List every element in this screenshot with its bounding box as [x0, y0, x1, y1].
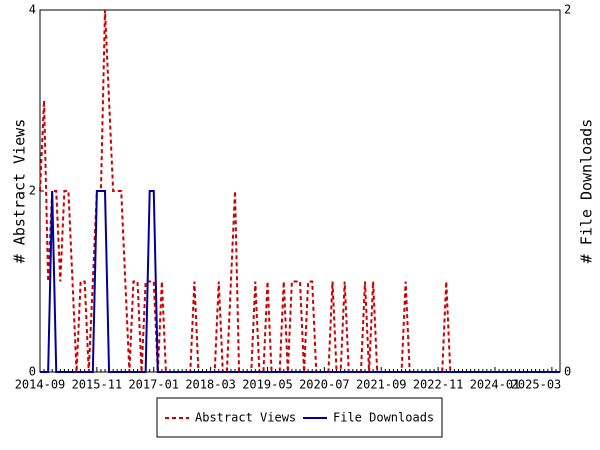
- x-tick-label: 2015-11: [72, 378, 123, 392]
- legend-box: [156, 397, 443, 438]
- x-tick-label: 2020-07: [299, 378, 350, 392]
- x-tick-label: 2024-01: [470, 378, 521, 392]
- x-tick-label: 2017-01: [128, 378, 179, 392]
- y-axis-label: # Abstract Views: [11, 119, 29, 264]
- series-line: [39, 9, 560, 373]
- y-tick-label: 2: [29, 184, 36, 198]
- series-line: [40, 190, 560, 373]
- y2-tick-label: 2: [564, 3, 571, 17]
- y2-tick-label: 0: [564, 365, 571, 379]
- legend-label: Abstract Views: [195, 411, 296, 425]
- x-tick-label: 2014-09: [15, 378, 66, 392]
- x-tick-label: 2018-03: [185, 378, 236, 392]
- y2-axis-label: # File Downloads: [578, 119, 596, 264]
- x-tick-label: 2021-09: [356, 378, 407, 392]
- y-tick-label: 0: [29, 365, 36, 379]
- x-tick-label: 2025-03: [511, 378, 562, 392]
- y-tick-label: 4: [29, 3, 36, 17]
- x-tick-label: 2022-11: [413, 378, 464, 392]
- x-tick-label: 2019-05: [242, 378, 293, 392]
- legend-label: File Downloads: [333, 411, 434, 425]
